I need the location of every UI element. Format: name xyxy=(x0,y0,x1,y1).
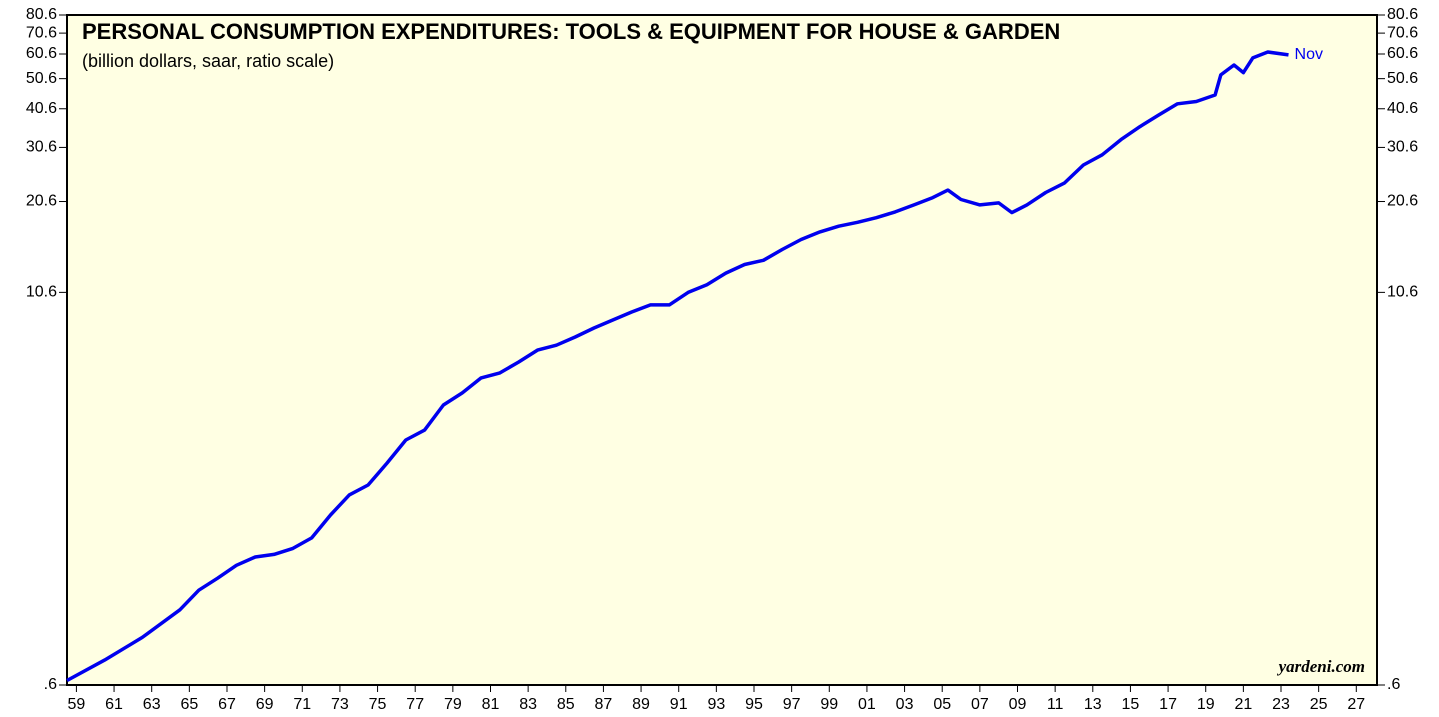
x-tick-label: 75 xyxy=(369,696,387,713)
x-tick-label: 21 xyxy=(1234,696,1252,713)
x-tick-label: 89 xyxy=(632,696,650,713)
x-tick-label: 13 xyxy=(1084,696,1102,713)
y2-tick-label: 60.6 xyxy=(1387,45,1418,62)
series-label: Nov xyxy=(1295,46,1323,63)
y2-tick-label: 70.6 xyxy=(1387,24,1418,41)
x-tick-label: 91 xyxy=(670,696,688,713)
y-tick-label: 30.6 xyxy=(26,139,57,156)
data-line xyxy=(66,50,1289,683)
x-tick-label: 77 xyxy=(406,696,424,713)
x-tick-label: 79 xyxy=(444,696,462,713)
x-tick-label: 09 xyxy=(1009,696,1027,713)
x-tick-label: 19 xyxy=(1197,696,1215,713)
x-tick-label: 15 xyxy=(1122,696,1140,713)
y2-tick-label: 20.6 xyxy=(1387,193,1418,210)
x-tick-label: 99 xyxy=(820,696,838,713)
x-tick-label: 95 xyxy=(745,696,763,713)
x-tick-label: 85 xyxy=(557,696,575,713)
x-tick-label: 17 xyxy=(1159,696,1177,713)
x-tick-label: 67 xyxy=(218,696,236,713)
y-tick-label: 70.6 xyxy=(26,24,57,41)
chart-title: PERSONAL CONSUMPTION EXPENDITURES: TOOLS… xyxy=(82,19,1060,44)
x-tick-label: 97 xyxy=(783,696,801,713)
x-tick-label: 01 xyxy=(858,696,876,713)
x-tick-label: 11 xyxy=(1047,696,1064,713)
y-tick-label: 40.6 xyxy=(26,100,57,117)
y-tick-label: 50.6 xyxy=(26,70,57,87)
y-tick-label: 10.6 xyxy=(26,284,57,301)
y-tick-label: 60.6 xyxy=(26,45,57,62)
y2-tick-label: 30.6 xyxy=(1387,139,1418,156)
y2-tick-label: 40.6 xyxy=(1387,100,1418,117)
y2-tick-label: 10.6 xyxy=(1387,284,1418,301)
x-tick-label: 69 xyxy=(256,696,274,713)
x-tick-label: 63 xyxy=(143,696,161,713)
y2-tick-label: 80.6 xyxy=(1387,6,1418,23)
watermark: yardeni.com xyxy=(1277,657,1365,676)
x-tick-label: 23 xyxy=(1272,696,1290,713)
x-tick-label: 93 xyxy=(707,696,725,713)
y-tick-label: .6 xyxy=(44,676,57,693)
plot-area xyxy=(66,14,1378,686)
y2-tick-label: .6 xyxy=(1387,676,1400,693)
y-tick-label: 80.6 xyxy=(26,6,57,23)
x-tick-label: 05 xyxy=(933,696,951,713)
x-tick-label: 07 xyxy=(971,696,989,713)
x-tick-label: 73 xyxy=(331,696,349,713)
x-tick-label: 03 xyxy=(896,696,914,713)
x-tick-label: 59 xyxy=(68,696,86,713)
x-tick-label: 83 xyxy=(519,696,537,713)
x-tick-label: 65 xyxy=(180,696,198,713)
x-tick-label: 71 xyxy=(293,696,311,713)
x-tick-label: 27 xyxy=(1347,696,1365,713)
chart-subtitle: (billion dollars, saar, ratio scale) xyxy=(82,51,334,71)
x-tick-label: 87 xyxy=(595,696,613,713)
x-tick-label: 81 xyxy=(482,696,500,713)
x-tick-label: 61 xyxy=(105,696,123,713)
y-tick-label: 20.6 xyxy=(26,193,57,210)
y2-tick-label: 50.6 xyxy=(1387,70,1418,87)
x-tick-label: 25 xyxy=(1310,696,1328,713)
